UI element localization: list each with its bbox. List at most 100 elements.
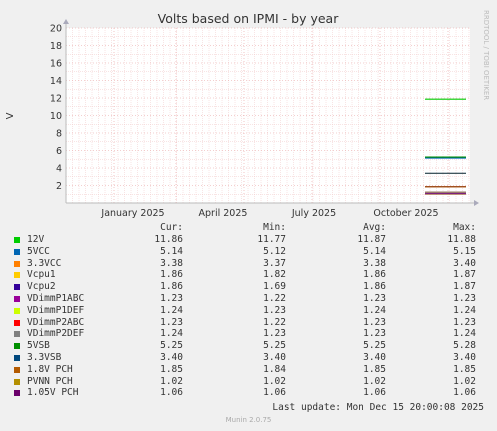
legend-avg: 1.23 <box>363 316 386 328</box>
y-tick-label: 16 <box>50 59 62 70</box>
legend-name: 5VSB <box>27 340 50 352</box>
legend-max: 1.24 <box>453 328 476 340</box>
legend-max: 3.40 <box>453 257 476 269</box>
y-tick-label: 2 <box>56 181 62 192</box>
legend-item: 3.3VCC 3.38 3.37 3.38 3.40 <box>0 258 497 270</box>
legend-name: 1.8V PCH <box>27 363 73 375</box>
y-tick-label: 12 <box>50 94 62 105</box>
legend-swatch <box>14 390 20 397</box>
x-ticks: January 2025 April 2025 July 2025 October 2… <box>100 208 438 219</box>
legend-cur: 1.86 <box>160 281 183 293</box>
legend-item: VDimmP1DEF 1.24 1.23 1.24 1.24 <box>0 305 497 317</box>
legend-max: 1.87 <box>453 269 476 281</box>
y-tick-label: 4 <box>56 164 62 175</box>
legend-min: 5.25 <box>263 340 286 352</box>
legend-item: 5VCC 5.14 5.12 5.14 5.15 <box>0 246 497 258</box>
legend-max: 1.23 <box>453 316 476 328</box>
legend-swatch <box>14 272 20 279</box>
legend-cur: 3.38 <box>160 257 183 269</box>
chart-title: Volts based on IPMI - by year <box>158 11 340 26</box>
legend-min: 11.77 <box>257 234 286 245</box>
legend-item: VDimmP1ABC 1.23 1.22 1.23 1.23 <box>0 293 497 305</box>
legend-swatch <box>14 378 20 385</box>
legend-min: 3.37 <box>263 257 286 269</box>
munin-version: Munin 2.0.75 <box>225 416 272 424</box>
y-tick-label: 10 <box>50 111 62 122</box>
legend-max: 3.40 <box>453 352 476 363</box>
header-cur: Cur: <box>160 222 183 233</box>
legend-min: 3.40 <box>263 352 286 363</box>
legend-min: 1.06 <box>263 387 286 399</box>
legend-min: 1.22 <box>263 316 286 328</box>
legend-avg: 1.86 <box>363 269 386 281</box>
legend-avg: 1.86 <box>363 281 386 293</box>
legend-cur: 11.86 <box>154 234 183 245</box>
legend-swatch <box>14 343 20 350</box>
legend-avg: 3.40 <box>363 352 386 363</box>
legend-avg: 11.87 <box>357 234 386 245</box>
legend-name: Vcpu1 <box>27 269 56 281</box>
legend-swatch <box>14 260 20 267</box>
legend-cur: 1.02 <box>160 375 183 387</box>
y-tick-label: 6 <box>56 146 62 157</box>
legend-cur: 1.24 <box>160 328 183 340</box>
legend-name: 3.3VSB <box>27 352 62 363</box>
legend-cur: 1.23 <box>160 293 183 304</box>
legend-swatch <box>14 237 20 243</box>
legend-min: 1.23 <box>263 328 286 340</box>
legend-item: 12V 11.86 11.77 11.87 11.88 <box>0 234 497 246</box>
y-tick-label: 8 <box>56 129 62 140</box>
legend-name: VDimmP2DEF <box>27 328 85 340</box>
legend-min: 1.23 <box>263 304 286 316</box>
legend-min: 1.02 <box>263 375 286 387</box>
legend-swatch <box>14 296 20 302</box>
x-axis-arrow-icon <box>474 200 479 206</box>
legend-max: 5.15 <box>453 245 476 257</box>
legend-min: 1.22 <box>263 293 286 304</box>
legend-avg: 1.23 <box>363 293 386 304</box>
legend-name: 12V <box>27 234 45 245</box>
legend-swatch <box>14 284 20 291</box>
y-tick-label: 18 <box>50 41 62 52</box>
header-avg: Avg: <box>363 222 386 233</box>
legend-avg: 1.85 <box>363 363 386 375</box>
legend-item: VDimmP2ABC 1.23 1.22 1.23 1.23 <box>0 317 497 329</box>
legend-item: Vcpu2 1.86 1.69 1.86 1.87 <box>0 281 497 293</box>
legend-item: 1.05V PCH 1.06 1.06 1.06 1.06 <box>0 387 497 399</box>
legend-max: 1.87 <box>453 281 476 293</box>
legend-cur: 1.23 <box>160 316 183 328</box>
x-tick-label: July 2025 <box>291 208 336 219</box>
legend-swatch <box>14 331 20 338</box>
x-tick-label: October 2025 <box>373 208 438 219</box>
y-tick-label: 14 <box>50 76 62 87</box>
legend-swatch <box>14 366 20 373</box>
legend-item: 5VSB 5.25 5.25 5.25 5.28 <box>0 340 497 352</box>
legend-max: 1.02 <box>453 375 476 387</box>
legend-swatch <box>14 248 20 255</box>
grid <box>66 27 470 203</box>
y-axis-label: V <box>5 112 16 119</box>
axes <box>63 19 479 206</box>
legend-min: 1.82 <box>263 269 286 281</box>
legend-item: 3.3VSB 3.40 3.40 3.40 3.40 <box>0 352 497 364</box>
y-ticks: 2 4 6 8 10 12 14 16 18 20 <box>50 24 62 193</box>
legend-min: 5.12 <box>263 245 286 257</box>
legend-cur: 1.85 <box>160 363 183 375</box>
legend-avg: 1.06 <box>363 387 386 399</box>
y-axis-arrow-icon <box>63 19 69 24</box>
last-update: Last update: Mon Dec 15 20:00:08 2025 <box>272 402 484 413</box>
y-tick-label: 20 <box>50 24 62 35</box>
legend-max: 1.24 <box>453 304 476 316</box>
legend-cur: 1.06 <box>160 387 183 399</box>
legend-name: 3.3VCC <box>27 257 62 269</box>
legend-name: VDimmP1ABC <box>27 293 85 304</box>
legend-avg: 3.38 <box>363 257 386 269</box>
legend-cur: 3.40 <box>160 352 183 363</box>
chart: Volts based on IPMI - by year RRDTOOL / … <box>5 10 490 219</box>
legend-header-row: Cur: Min: Avg: Max: <box>0 222 497 234</box>
legend-max: 5.28 <box>453 340 476 352</box>
x-tick-label: April 2025 <box>199 208 248 219</box>
x-tick-label: January 2025 <box>100 208 164 219</box>
legend-cur: 1.24 <box>160 304 183 316</box>
legend-max: 11.88 <box>447 234 476 245</box>
